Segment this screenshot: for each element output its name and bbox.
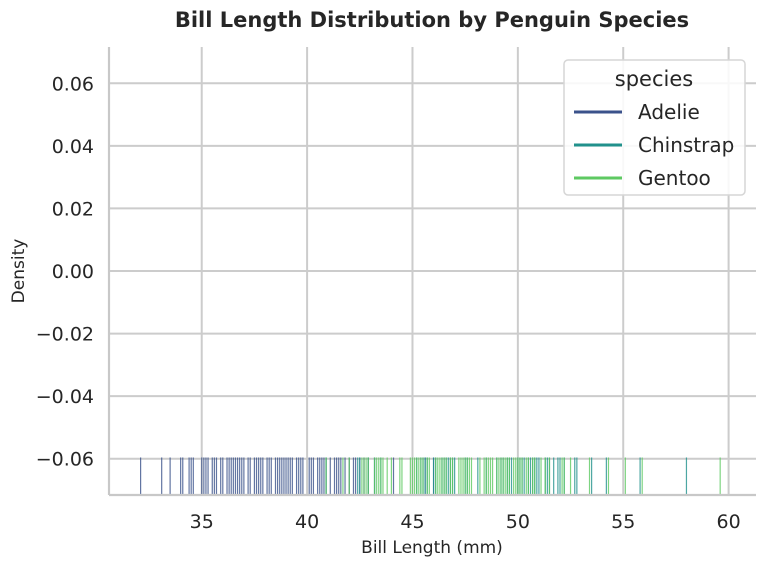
legend-entry-chinstrap: Chinstrap [574,133,734,157]
legend-entry-gentoo: Gentoo [574,166,711,190]
y-axis-label: Density [9,239,29,304]
x-tick-label: 55 [611,511,635,533]
rug-marks [140,457,721,495]
chart-title: Bill Length Distribution by Penguin Spec… [175,8,689,32]
x-tick-label: 45 [400,511,424,533]
y-tick-label: 0.04 [52,136,94,158]
y-tick-label: −0.06 [36,449,94,471]
axes-spines [107,47,756,497]
y-tick-label: 0.06 [52,73,94,95]
y-tick-labels: −0.06 −0.04 −0.02 0.00 0.02 0.04 0.06 [36,73,94,470]
x-tick-labels: 35 40 45 50 55 60 [190,511,741,533]
y-tick-label: −0.04 [36,386,94,408]
legend-label: Chinstrap [638,133,734,157]
rug-series-gentoo [325,457,721,495]
x-tick-label: 40 [295,511,319,533]
y-tick-label: −0.02 [36,324,94,346]
legend-frame [563,59,746,196]
y-tick-label: 0.02 [52,198,94,220]
legend-entry-adelie: Adelie [574,100,700,124]
legend: species Adelie Chinstrap Gentoo [563,59,746,196]
legend-title: species [615,67,693,91]
x-axis-label: Bill Length (mm) [361,538,503,558]
rug-series-chinstrap [325,457,688,495]
x-tick-label: 60 [717,511,741,533]
legend-entries: Adelie Chinstrap Gentoo [574,100,734,190]
legend-label: Gentoo [638,166,711,190]
x-tick-label: 50 [506,511,530,533]
y-tick-label: 0.00 [52,261,94,283]
x-tick-label: 35 [190,511,214,533]
legend-label: Adelie [638,100,700,124]
rug-series-adelie [140,457,435,495]
